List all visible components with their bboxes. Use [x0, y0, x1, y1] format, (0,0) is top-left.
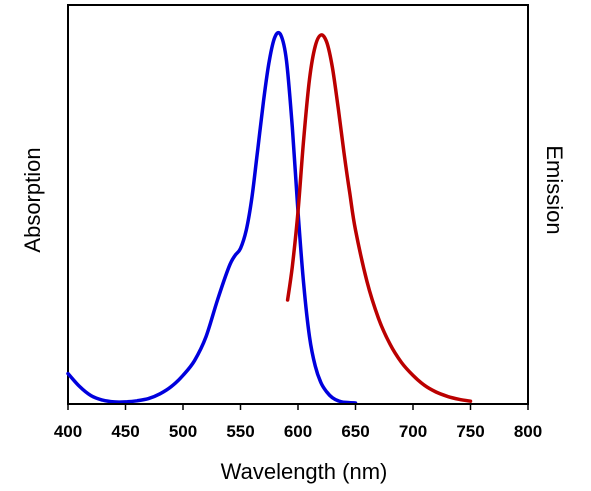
absorption-series-line	[66, 30, 358, 405]
y-axis-title-right: Emission	[542, 145, 567, 234]
x-tick-label: 800	[514, 422, 542, 441]
emission-series-line	[285, 33, 473, 403]
x-axis-title: Wavelength (nm)	[221, 459, 388, 484]
x-tick-label: 400	[54, 422, 82, 441]
x-tick-label: 700	[399, 422, 427, 441]
x-tick-group: 400 450 500 550 600 650 700 750 800	[54, 404, 542, 441]
x-tick-label: 750	[456, 422, 484, 441]
series-group	[66, 30, 473, 405]
x-tick-label: 650	[341, 422, 369, 441]
y-axis-title-left: Absorption	[20, 147, 45, 252]
x-tick-label: 500	[169, 422, 197, 441]
x-tick-label: 600	[284, 422, 312, 441]
x-tick-label: 450	[111, 422, 139, 441]
x-tick-label: 550	[226, 422, 254, 441]
